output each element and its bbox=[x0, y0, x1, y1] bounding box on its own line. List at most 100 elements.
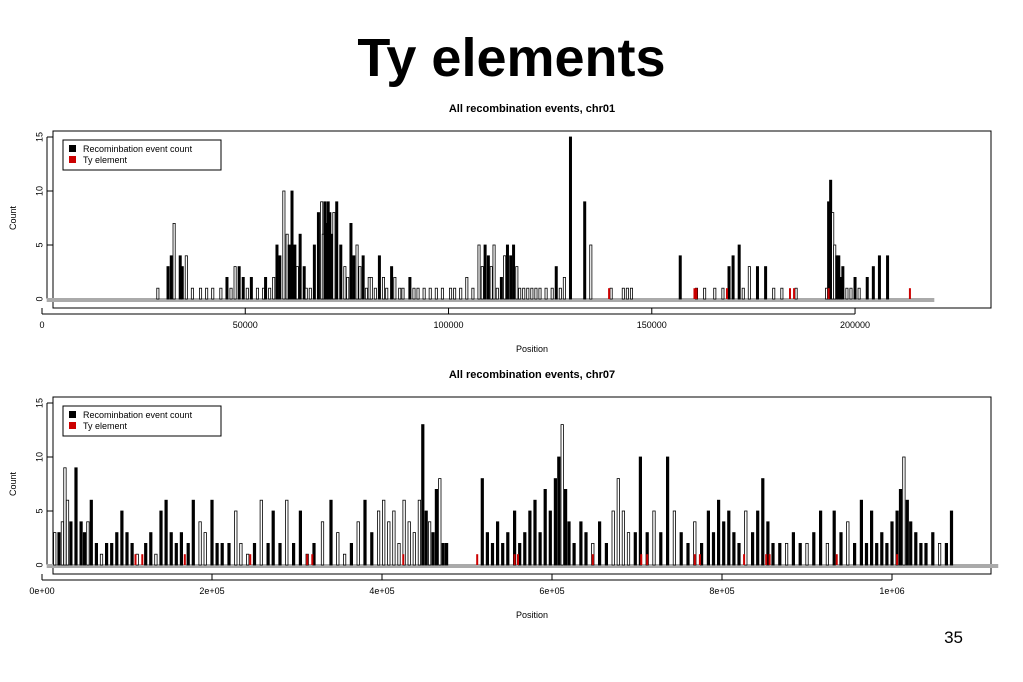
event-bar bbox=[761, 478, 765, 566]
event-bar bbox=[266, 542, 270, 566]
ty-element-bar bbox=[402, 554, 405, 565]
ty-element-bar bbox=[793, 288, 796, 299]
legend-box bbox=[62, 405, 222, 437]
event-bar bbox=[621, 510, 626, 566]
event-bar bbox=[621, 287, 625, 300]
ty-element-bar bbox=[835, 554, 838, 565]
event-bar bbox=[424, 510, 428, 566]
event-bar bbox=[706, 510, 711, 566]
event-bar bbox=[534, 287, 538, 300]
event-bar bbox=[678, 255, 682, 300]
event-bar bbox=[79, 521, 83, 566]
event-bar bbox=[390, 266, 394, 300]
event-bar bbox=[252, 542, 257, 566]
event-bar bbox=[234, 510, 238, 566]
event-bar bbox=[120, 510, 124, 566]
event-bar bbox=[57, 532, 61, 566]
event-bar bbox=[659, 532, 663, 566]
event-bar bbox=[543, 489, 547, 566]
event-bar bbox=[633, 532, 637, 566]
event-bar bbox=[755, 266, 759, 300]
event-bar bbox=[449, 287, 453, 300]
event-bar bbox=[564, 489, 568, 566]
event-bar bbox=[385, 287, 389, 300]
event-bar bbox=[373, 287, 377, 300]
ty-element-bar bbox=[695, 288, 698, 299]
event-bar bbox=[397, 542, 401, 566]
ty-element-bar bbox=[908, 288, 911, 299]
event-bar bbox=[686, 542, 690, 566]
chart-title: All recombination events, chr07 bbox=[449, 369, 615, 381]
ty-element-bar bbox=[646, 554, 649, 565]
position-baseline bbox=[46, 564, 999, 568]
event-bar bbox=[560, 424, 564, 566]
event-bar bbox=[412, 532, 416, 566]
event-bar bbox=[363, 499, 367, 566]
event-bar bbox=[434, 489, 439, 566]
event-bar bbox=[902, 456, 906, 566]
legend-swatch bbox=[69, 422, 76, 429]
event-bar bbox=[764, 266, 768, 300]
event-bar bbox=[864, 542, 869, 566]
event-bar bbox=[229, 287, 233, 300]
event-bar bbox=[60, 521, 65, 566]
event-bar bbox=[159, 510, 163, 566]
legend-label: Ty element bbox=[83, 155, 128, 165]
event-bar bbox=[227, 542, 231, 566]
event-bar bbox=[349, 542, 354, 566]
event-bar bbox=[737, 244, 741, 300]
event-bar bbox=[174, 542, 178, 566]
event-bar bbox=[287, 244, 291, 300]
legend-swatch bbox=[69, 156, 76, 163]
event-bar bbox=[572, 542, 576, 566]
ty-element-bar bbox=[743, 554, 746, 565]
event-bar bbox=[495, 521, 500, 566]
event-bar bbox=[771, 542, 775, 566]
event-bar bbox=[583, 201, 587, 300]
event-bar bbox=[312, 244, 316, 300]
event-bar bbox=[489, 266, 493, 300]
ty-element-bar bbox=[698, 554, 701, 565]
x-tick-label: 0 bbox=[39, 320, 44, 330]
y-tick-label: 10 bbox=[34, 186, 44, 196]
event-bar bbox=[356, 521, 360, 566]
event-bar bbox=[812, 532, 816, 566]
event-bar bbox=[205, 287, 209, 300]
event-bar bbox=[186, 542, 190, 566]
event-bar bbox=[259, 499, 263, 566]
event-bar bbox=[871, 266, 875, 300]
ty-element-bar bbox=[693, 554, 696, 565]
event-bar bbox=[220, 542, 224, 566]
event-bar bbox=[495, 287, 499, 300]
event-bar bbox=[741, 287, 745, 300]
event-bar bbox=[417, 499, 422, 566]
event-bar bbox=[215, 542, 219, 566]
x-tick-label: 150000 bbox=[637, 320, 667, 330]
ty-element-bar bbox=[517, 554, 519, 565]
event-bar bbox=[239, 542, 243, 566]
event-bar bbox=[293, 244, 297, 300]
event-bar bbox=[568, 136, 572, 300]
x-tick-label: 1e+06 bbox=[879, 586, 904, 596]
event-bar bbox=[164, 499, 168, 566]
event-bar bbox=[949, 510, 954, 566]
event-bar bbox=[727, 266, 731, 300]
event-bar bbox=[203, 532, 207, 566]
event-bar bbox=[845, 287, 849, 300]
event-bar bbox=[512, 244, 516, 300]
chart-title: All recombination events, chr01 bbox=[449, 103, 615, 115]
position-baseline bbox=[46, 298, 935, 302]
event-bar bbox=[125, 532, 129, 566]
event-bar bbox=[766, 521, 770, 566]
event-bar bbox=[233, 266, 237, 300]
event-bar bbox=[938, 542, 942, 566]
event-bar bbox=[518, 287, 522, 300]
event-bar bbox=[271, 510, 275, 566]
event-bar bbox=[264, 276, 268, 300]
event-bar bbox=[453, 287, 457, 300]
event-bar bbox=[364, 287, 368, 300]
y-tick-label: 10 bbox=[34, 452, 44, 462]
event-bar bbox=[199, 287, 203, 300]
ty-element-bar bbox=[768, 554, 771, 565]
event-bar bbox=[672, 510, 677, 566]
